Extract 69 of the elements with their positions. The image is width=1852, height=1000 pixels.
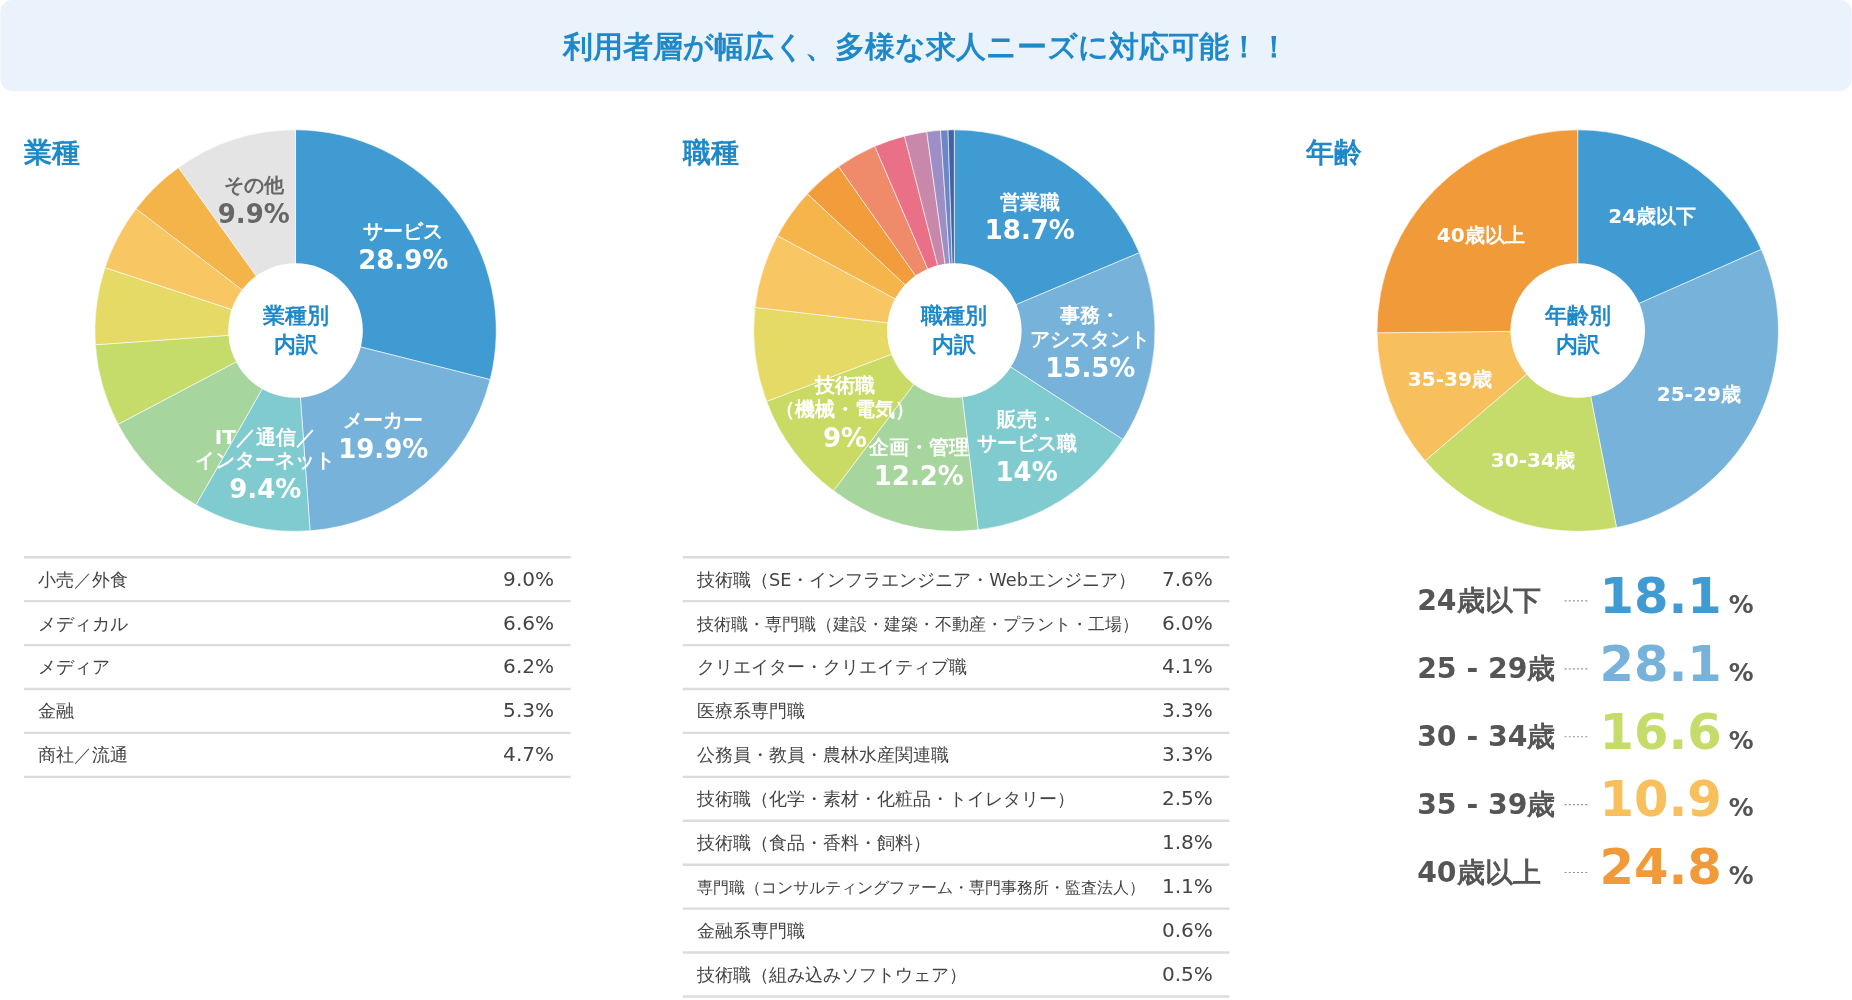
- slice-label: メーカー: [343, 407, 424, 432]
- text: 職種別内訳: [920, 302, 988, 357]
- category-label: 技術職（組み込みソフトウェア）: [695, 964, 967, 985]
- slice-label: 40歳以上: [1436, 222, 1525, 247]
- text: 年齢別内訳: [1543, 302, 1611, 357]
- chart-title: 年齢: [1305, 135, 1363, 169]
- text: 28.1%: [1599, 634, 1754, 693]
- category-label: 35 - 39歳: [1417, 788, 1556, 822]
- text: 6.2%: [503, 654, 555, 679]
- slice-label: 営業職: [999, 189, 1060, 214]
- text: 5.3%: [503, 698, 555, 723]
- text: 4.1%: [1161, 654, 1213, 679]
- data-label: 18.7%: [984, 215, 1075, 246]
- text: 6.6%: [503, 610, 555, 635]
- text: 業種別内訳: [261, 302, 329, 357]
- category-label: 商社／流通: [38, 745, 129, 766]
- category-label: 金融: [38, 701, 75, 722]
- category-label: 専門職（コンサルティングファーム・専門事務所・監査法人）: [696, 878, 1145, 898]
- data-label: 15.5%: [1045, 352, 1136, 383]
- text: 4.7%: [503, 742, 555, 767]
- text: 0.6%: [1161, 917, 1213, 942]
- text: 利用者層が幅広く、多様な求人ニーズに対応可能！！: [562, 29, 1289, 64]
- data-label: 9%: [823, 422, 868, 453]
- text: 2.5%: [1161, 786, 1213, 811]
- text: 7.6%: [1161, 566, 1213, 591]
- text: 0.5%: [1161, 961, 1213, 986]
- category-label: 金融系専門職: [696, 920, 805, 941]
- slice-label: サービス: [363, 219, 444, 244]
- category-label: 40歳以上: [1417, 855, 1541, 889]
- category-label: 24歳以下: [1417, 584, 1541, 618]
- text: 6.0%: [1161, 610, 1213, 635]
- category-label: クリエイター・クリエイティブ職: [696, 657, 967, 678]
- chart-title: 職種: [681, 135, 739, 169]
- category-label: メディカル: [38, 613, 129, 634]
- category-label: 公務員・教員・農林水産関連職: [696, 745, 949, 766]
- category-label: 30 - 34歳: [1417, 720, 1556, 754]
- slice-label: 販売・サービス職: [976, 407, 1077, 455]
- data-label: 28.9%: [358, 245, 449, 276]
- data-label: 9.9%: [217, 199, 290, 230]
- text: 3.3%: [1161, 698, 1213, 723]
- slice-label: 24歳以下: [1608, 204, 1697, 229]
- category-label: メディア: [38, 657, 111, 678]
- text: 1.8%: [1161, 830, 1213, 855]
- chart-title: 業種: [22, 135, 80, 169]
- slice-label: 技術職（機械・電気）: [775, 373, 916, 421]
- category-label: 小売／外食: [38, 569, 129, 590]
- text: 9.0%: [503, 566, 555, 591]
- text: 16.6%: [1599, 702, 1754, 761]
- slice-label: その他: [223, 173, 285, 198]
- data-label: 9.4%: [229, 473, 302, 504]
- text: 18.1%: [1599, 566, 1754, 625]
- slice-label: 35-39歳: [1407, 366, 1493, 391]
- text: 1.1%: [1161, 874, 1213, 899]
- slice-label: 25-29歳: [1656, 381, 1741, 406]
- slice-label: 企画・管理: [867, 435, 969, 460]
- data-label: 19.9%: [338, 433, 429, 464]
- category-label: 技術職（食品・香料・飼料）: [695, 833, 931, 854]
- category-label: 医療系専門職: [696, 701, 805, 722]
- text: 24.8%: [1599, 838, 1754, 897]
- slice-label: 30-34歳: [1490, 447, 1575, 472]
- data-label: 12.2%: [873, 460, 964, 491]
- text: 3.3%: [1161, 742, 1213, 767]
- slice-label: 事務・アシスタント: [1030, 303, 1151, 352]
- category-label: 技術職（化学・素材・化粧品・トイレタリー）: [695, 789, 1075, 810]
- data-label: 14%: [995, 456, 1058, 487]
- text: 10.9%: [1599, 770, 1754, 829]
- category-label: 技術職（SE・インフラエンジニア・Webエンジニア）: [695, 569, 1136, 590]
- category-label: 25 - 29歳: [1417, 652, 1556, 686]
- category-label: 技術職・専門職（建設・建築・不動産・プラント・工場）: [695, 613, 1139, 634]
